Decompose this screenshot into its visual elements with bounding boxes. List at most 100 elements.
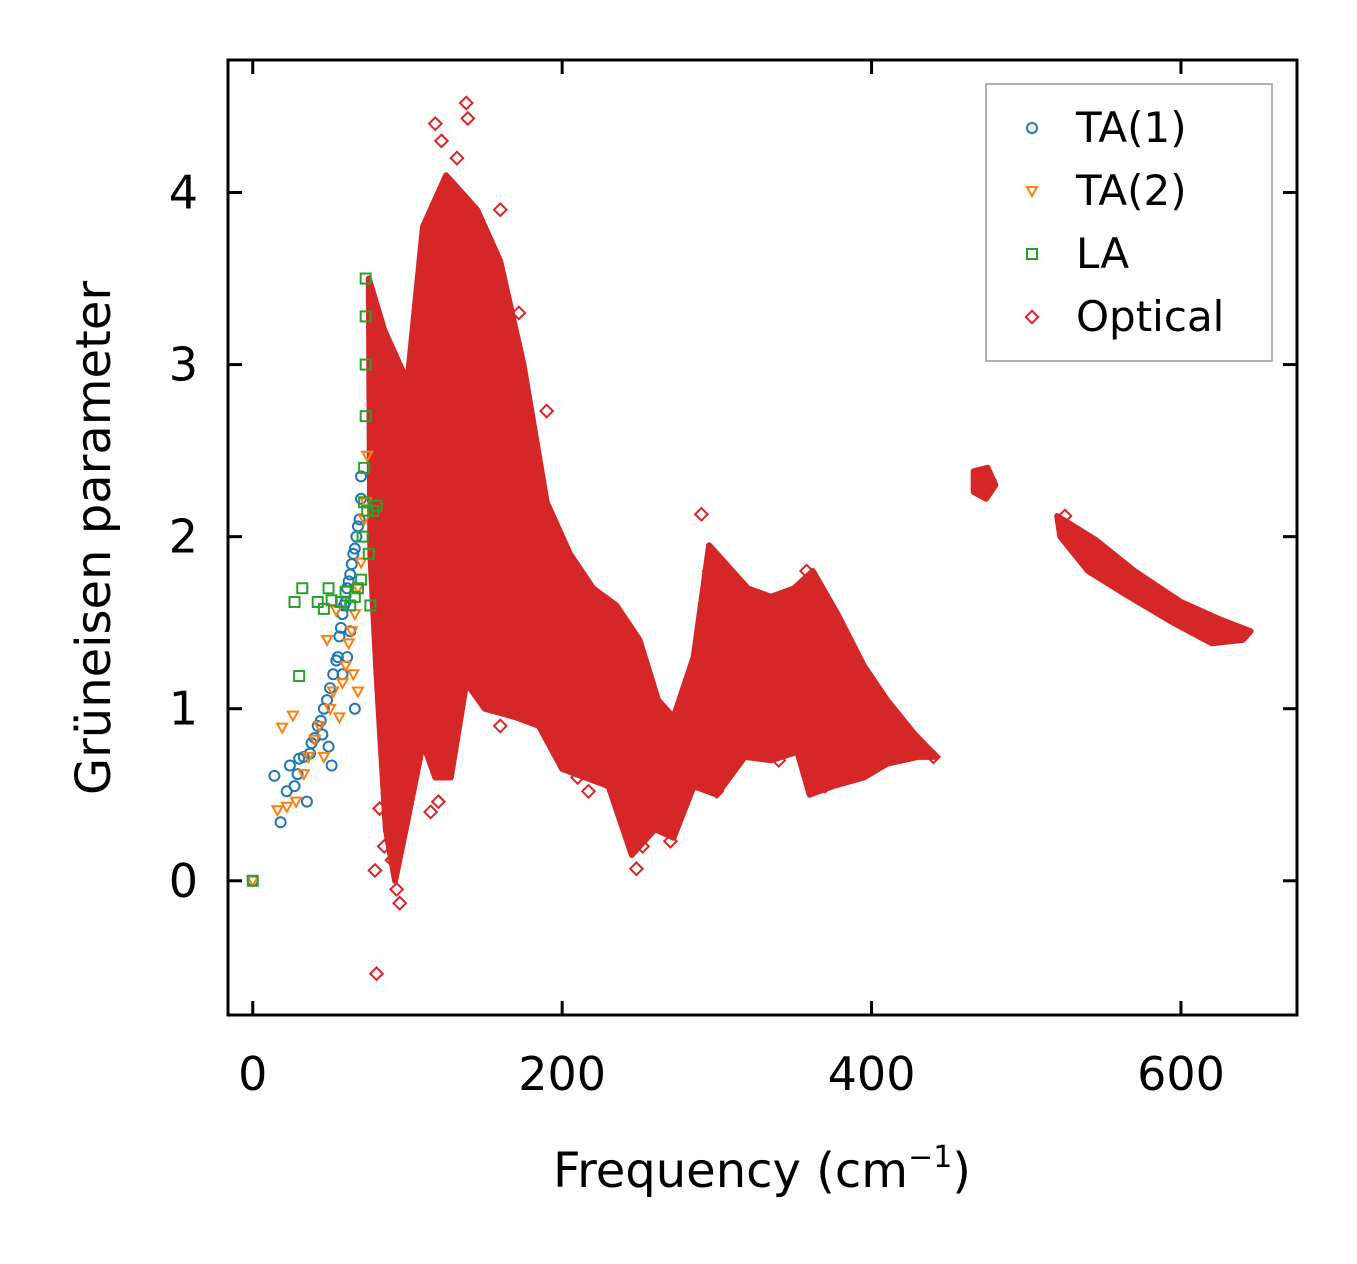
optical-point	[433, 133, 450, 149]
optical-point	[511, 305, 527, 321]
optical-point	[817, 778, 833, 794]
optical-point	[376, 838, 392, 855]
optical-point	[701, 563, 717, 579]
optical-point	[628, 861, 645, 877]
optical-dense-band-1	[365, 172, 940, 884]
la-point	[359, 272, 372, 285]
optical-point	[1080, 537, 1096, 553]
legend: TA(1) TA(2) LA Optical	[985, 83, 1273, 362]
optical-point	[1211, 628, 1228, 645]
ta-1-point	[347, 547, 360, 560]
x-axis-label: Frequency (cm−1)	[553, 1140, 971, 1199]
optical-point	[449, 150, 465, 166]
ta-2-point	[335, 677, 350, 690]
ta-1-point	[314, 714, 327, 727]
ta-1-point	[274, 816, 287, 829]
x-tick-label: 600	[1137, 1047, 1225, 1101]
ta-1-point	[322, 740, 335, 753]
optical-point	[388, 881, 405, 898]
optical-point	[856, 735, 872, 751]
y-tick-label: 3	[169, 338, 198, 392]
optical-point	[740, 744, 756, 760]
ta-1-point	[333, 630, 346, 643]
optical-point	[662, 833, 679, 849]
ta-2-point	[323, 703, 337, 716]
legend-frame	[985, 83, 1273, 362]
optical-point	[539, 403, 555, 419]
series-la	[246, 272, 383, 887]
la-point	[322, 582, 335, 595]
la-point	[364, 599, 377, 612]
ta-1-point	[325, 759, 338, 772]
ta-2-point	[301, 751, 316, 764]
la-point	[311, 596, 324, 609]
optical-point	[634, 838, 651, 855]
ta-2-point	[289, 796, 303, 809]
la-point	[359, 310, 372, 323]
legend-marker-ta-2	[1025, 186, 1039, 199]
optical-point	[693, 506, 710, 522]
x-tick-label: 0	[238, 1047, 267, 1101]
optical-dense-band-2	[1054, 512, 1254, 647]
optical-point	[709, 783, 725, 799]
optical-point	[1057, 508, 1073, 524]
la-point	[296, 582, 309, 595]
ta-1-point	[344, 568, 357, 581]
legend-label-ta-2: TA(2)	[1075, 166, 1187, 215]
y-tick-label: 4	[169, 165, 198, 219]
la-point	[288, 596, 301, 609]
y-tick-label: 2	[169, 510, 198, 564]
la-point	[348, 590, 361, 603]
la-point	[358, 496, 371, 509]
optical-point	[771, 752, 787, 768]
legend-label-optical: Optical	[1076, 292, 1224, 341]
ta-2-point	[320, 634, 334, 647]
ta-1-point	[288, 780, 301, 793]
legend-marker-la	[1026, 248, 1038, 260]
la-point	[317, 602, 330, 615]
series-ta-2	[246, 450, 374, 888]
legend-label-la: LA	[1076, 229, 1129, 278]
ta-1-point	[351, 520, 364, 533]
optical-point	[1173, 601, 1189, 617]
optical-point	[367, 862, 383, 879]
optical-point	[554, 752, 570, 768]
optical-point	[460, 110, 476, 127]
la-point	[356, 530, 369, 543]
ta-2-point	[338, 660, 353, 673]
ta-2-point	[297, 769, 311, 782]
la-point	[293, 670, 306, 683]
ta-2-point	[332, 712, 347, 725]
optical-point	[1103, 554, 1120, 571]
optical-point	[438, 752, 454, 768]
la-point	[351, 582, 364, 595]
ta-2-point	[275, 722, 289, 735]
la-point	[370, 499, 383, 512]
optical-point	[879, 701, 895, 717]
y-axis-label: Grüneisen parameter	[66, 281, 122, 796]
optical-point	[392, 895, 408, 911]
optical-point	[453, 649, 470, 665]
ta-2-point	[317, 751, 331, 764]
ta-2-point	[360, 450, 374, 463]
optical-point	[492, 202, 508, 218]
optical-point	[580, 783, 597, 799]
optical-point	[925, 749, 942, 765]
optical-point	[520, 429, 536, 445]
optical-point	[430, 793, 447, 810]
data-points	[246, 95, 1251, 982]
ta-2-point	[312, 720, 326, 733]
optical-point	[798, 563, 815, 579]
ta-1-point	[348, 702, 361, 715]
optical-point	[393, 821, 409, 837]
ta-1-point	[316, 728, 329, 741]
optical-point	[1126, 580, 1143, 596]
y-tick-label: 0	[169, 854, 198, 908]
optical-point	[422, 804, 439, 820]
optical-point	[836, 769, 852, 786]
optical-point	[1196, 615, 1212, 631]
optical-point	[976, 477, 993, 493]
x-tick-label: 400	[828, 1047, 916, 1101]
la-point	[358, 461, 371, 474]
